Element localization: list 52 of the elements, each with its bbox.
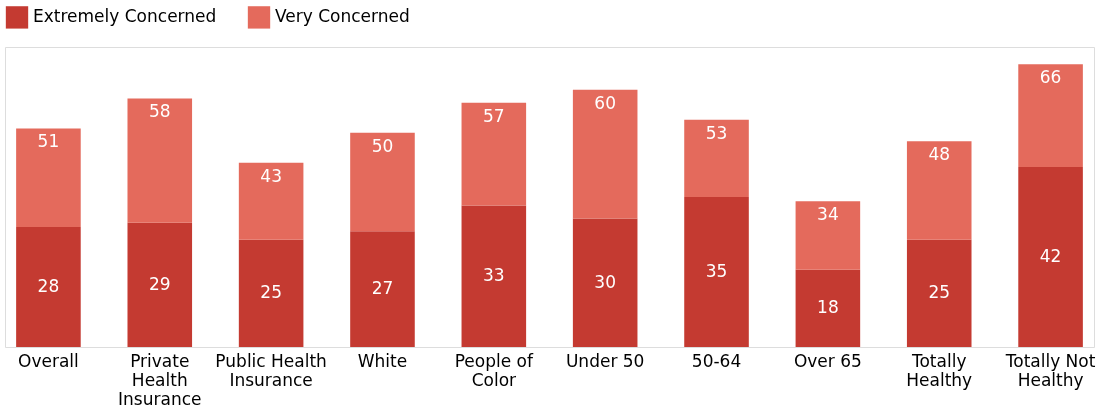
legend-label: Very Concerned [275,6,410,27]
total-label: 50 [371,135,394,156]
total-label: 57 [483,105,505,126]
total-label: 66 [1039,67,1062,88]
bar [238,239,304,347]
bar [684,197,749,347]
bar [572,89,638,219]
x-tick-label: Private Health Insurance [118,350,202,409]
bar [1018,64,1083,167]
bar [1018,167,1083,347]
data-label: 27 [371,278,394,299]
data-label: 18 [817,297,839,318]
data-label: 25 [260,282,282,303]
bar [461,205,527,347]
x-tick-label: Public Health Insurance [215,350,327,390]
total-label: 53 [705,122,728,143]
total-label: 43 [260,165,282,186]
total-label: 48 [928,144,951,165]
x-tick-label: Under 50 [565,350,645,371]
total-label: 34 [817,204,839,225]
bar [795,201,861,270]
data-label: 30 [594,271,616,292]
bar [684,119,749,197]
bar [572,218,638,347]
bar [127,222,193,347]
bar [906,239,972,347]
bar [906,141,972,240]
x-tick-label: 50-64 [691,350,742,371]
x-tick-label: Totally Healthy [906,350,973,390]
data-label: 29 [148,273,171,294]
legend-label: Extremely Concerned [33,6,217,27]
data-label: 25 [928,282,951,303]
total-label: 51 [37,131,60,152]
data-label: 33 [483,265,505,286]
x-tick-label: White [357,350,408,371]
bar [461,102,527,206]
bar [350,231,415,347]
data-label: 28 [37,276,60,296]
total-label: 60 [594,92,616,113]
bar [127,98,193,223]
bar [16,128,81,227]
bar [238,162,304,240]
bar [795,269,861,347]
x-tick-label: Overall [18,350,79,371]
x-tick-label: Totally Not Healthy [1004,350,1096,390]
x-tick-label: Over 65 [793,350,862,371]
bar [350,132,415,232]
data-label: 42 [1039,246,1062,266]
x-tick-label: People of Color [454,350,534,390]
data-label: 35 [705,261,728,281]
total-label: 58 [148,101,171,122]
bar [16,227,81,347]
